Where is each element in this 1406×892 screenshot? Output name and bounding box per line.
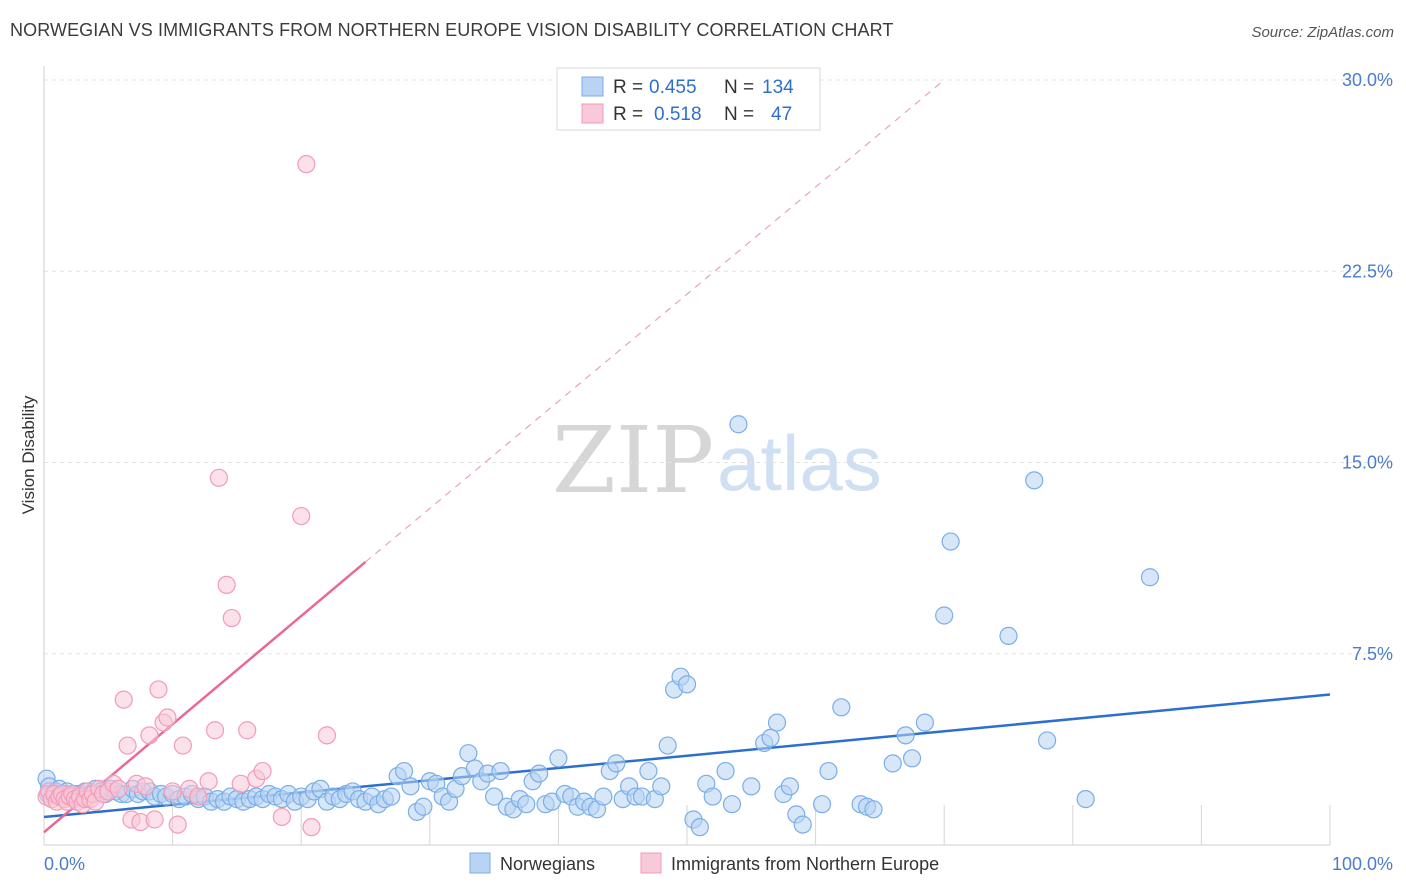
norwegians-point-117 bbox=[767, 713, 787, 732]
norwegians-point-106 bbox=[677, 675, 697, 694]
bottom-legend-swatch-immigrants bbox=[640, 852, 662, 874]
immigrants-point-47 bbox=[238, 721, 257, 740]
y-tick-label-3: 30.0% bbox=[1342, 70, 1393, 90]
norwegians-point-110 bbox=[703, 787, 722, 806]
norwegians-point-136 bbox=[1037, 731, 1057, 750]
norwegians-point-108 bbox=[690, 818, 709, 837]
norwegians-point-114 bbox=[742, 777, 761, 796]
immigrants-point-36 bbox=[163, 782, 182, 801]
immigrants-point-54 bbox=[317, 726, 337, 745]
bottom-legend-swatch-norwegians bbox=[469, 852, 491, 874]
norwegians-point-93 bbox=[594, 787, 613, 806]
immigrants-point-26 bbox=[118, 736, 137, 755]
norwegians-point-113 bbox=[729, 415, 748, 434]
norwegians-point-60 bbox=[382, 787, 401, 806]
legend-swatch-immigrants bbox=[581, 103, 604, 124]
watermark: ZIP atlas bbox=[552, 407, 882, 514]
immigrants-point-45 bbox=[222, 608, 241, 628]
norwegians-point-77 bbox=[491, 761, 510, 781]
legend-n-label-1: N = bbox=[724, 77, 754, 98]
immigrants-point-42 bbox=[205, 721, 225, 740]
immigrants-point-40 bbox=[189, 787, 208, 806]
norwegians-point-135 bbox=[1025, 471, 1044, 490]
legend-n-label-2: N = bbox=[724, 104, 754, 125]
norwegians-point-121 bbox=[793, 815, 812, 834]
correlation-legend: R = 0.455 N = 134 R = 0.518 N = 47 bbox=[556, 67, 821, 131]
norwegians-point-124 bbox=[832, 698, 851, 717]
legend-r-value-1: 0.455 bbox=[649, 77, 697, 98]
y-tick-label-1: 15.0% bbox=[1342, 453, 1393, 473]
norwegians-point-133 bbox=[941, 532, 960, 551]
series-immigrants-points bbox=[37, 155, 337, 837]
legend-n-value-2: 47 bbox=[771, 104, 792, 125]
norwegians-point-131 bbox=[915, 713, 935, 732]
immigrants-point-53 bbox=[302, 818, 321, 837]
immigrants-point-43 bbox=[209, 468, 228, 487]
norwegians-point-65 bbox=[414, 797, 433, 816]
bottom-legend-label-norwegians: Norwegians bbox=[500, 854, 595, 874]
source-attribution: Source: ZipAtlas.com bbox=[1251, 24, 1394, 41]
immigrants-point-30 bbox=[136, 777, 155, 796]
y-tick-labels: 7.5% 15.0% 22.5% 30.0% bbox=[1342, 70, 1393, 664]
immigrants-point-44 bbox=[217, 575, 236, 595]
immigrants-point-38 bbox=[173, 736, 192, 755]
norwegians-point-138 bbox=[1140, 568, 1160, 587]
norwegians-point-129 bbox=[896, 726, 915, 745]
x-tick-label-0: 0.0% bbox=[44, 854, 85, 874]
immigrants-point-46 bbox=[231, 774, 250, 793]
series-legend: Norwegians Immigrants from Northern Euro… bbox=[469, 852, 939, 874]
grid-lines bbox=[44, 79, 1390, 655]
norwegians-point-130 bbox=[902, 749, 922, 768]
norwegians-point-103 bbox=[658, 736, 677, 755]
norwegians-point-122 bbox=[812, 795, 832, 814]
norwegians-point-116 bbox=[761, 728, 780, 748]
y-axis-label: Vision Disability bbox=[19, 395, 38, 514]
x-tick-labels: 0.0% 100.0% bbox=[44, 854, 1393, 874]
legend-swatch-norwegians bbox=[581, 76, 604, 97]
norwegians-point-137 bbox=[1076, 789, 1095, 809]
immigrants-point-50 bbox=[272, 807, 292, 827]
trendline-immigrants-extension bbox=[365, 79, 945, 563]
norwegians-point-83 bbox=[530, 764, 549, 783]
x-tick-label-1: 100.0% bbox=[1332, 854, 1393, 874]
norwegians-point-100 bbox=[639, 761, 658, 781]
norwegians-point-63 bbox=[401, 777, 420, 796]
norwegians-point-111 bbox=[716, 761, 735, 781]
legend-n-value-1: 134 bbox=[762, 77, 794, 98]
watermark-zip: ZIP bbox=[552, 407, 714, 514]
immigrants-point-31 bbox=[140, 726, 159, 745]
norwegians-point-112 bbox=[722, 795, 742, 814]
bottom-legend-label-immigrants: Immigrants from Northern Europe bbox=[671, 854, 939, 874]
norwegians-point-86 bbox=[549, 749, 568, 768]
norwegians-point-134 bbox=[999, 626, 1018, 646]
immigrants-point-35 bbox=[158, 708, 177, 727]
immigrants-point-41 bbox=[199, 772, 218, 791]
y-tick-label-0: 7.5% bbox=[1352, 644, 1393, 664]
immigrants-point-32 bbox=[145, 810, 164, 829]
norwegians-point-128 bbox=[883, 754, 902, 773]
immigrants-point-37 bbox=[168, 815, 187, 834]
norwegians-point-102 bbox=[652, 777, 671, 796]
immigrants-point-49 bbox=[253, 761, 272, 781]
norwegians-point-76 bbox=[485, 787, 504, 806]
immigrants-point-25 bbox=[114, 690, 133, 709]
norwegians-point-95 bbox=[607, 754, 626, 773]
immigrants-point-52 bbox=[297, 155, 316, 174]
norwegians-point-72 bbox=[459, 744, 478, 763]
y-tick-label-2: 22.5% bbox=[1342, 261, 1393, 281]
norwegians-point-132 bbox=[935, 606, 954, 625]
legend-r-value-2: 0.518 bbox=[654, 104, 702, 125]
norwegians-point-123 bbox=[819, 761, 838, 781]
norwegians-point-62 bbox=[394, 761, 414, 781]
legend-r-label-1: R = bbox=[613, 77, 643, 98]
chart-title: NORWEGIAN VS IMMIGRANTS FROM NORTHERN EU… bbox=[10, 20, 894, 40]
immigrants-point-24 bbox=[109, 779, 128, 799]
norwegians-point-119 bbox=[780, 777, 799, 796]
norwegians-point-127 bbox=[864, 800, 883, 819]
immigrants-point-51 bbox=[292, 506, 311, 526]
norwegians-point-81 bbox=[517, 795, 536, 814]
legend-r-label-2: R = bbox=[613, 104, 643, 125]
immigrants-point-33 bbox=[149, 680, 168, 699]
